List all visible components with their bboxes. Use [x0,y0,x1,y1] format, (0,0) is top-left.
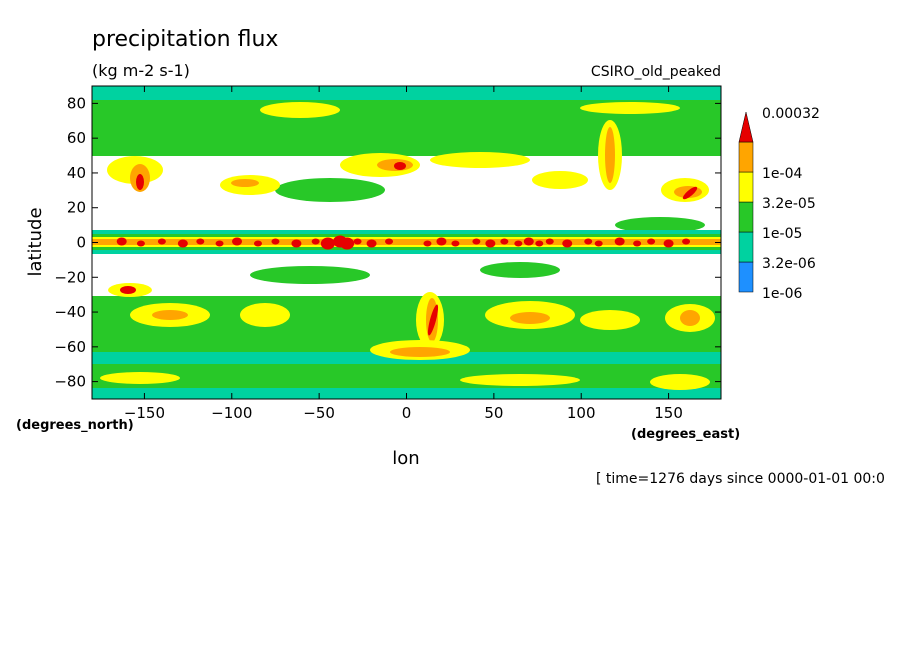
itcz-red-cells [116,235,691,250]
itcz-cell [500,238,509,245]
legend-swatch [738,171,754,203]
chart-title: precipitation flux [92,27,278,52]
dry-north-asia [530,190,670,220]
y-tick-label: 40 [67,164,86,182]
legend-swatch [738,201,754,233]
itcz-cell [157,238,166,245]
legend-swatch-top [738,111,754,143]
itcz-cell [647,238,656,245]
itcz-cell [436,237,447,246]
itcz-cell [253,240,262,247]
x-tick-label: 100 [567,404,596,422]
x-tick-label: 150 [654,404,683,422]
y-axis-label: latitude [25,207,46,276]
dry-south-pacific [110,257,290,293]
dry-north-atlantic-africa [345,179,515,211]
legend-label: 1e-04 [762,166,802,182]
itcz-cell [562,239,573,248]
legend-label: 3.2e-06 [762,256,816,272]
legend-swatch [738,261,754,293]
band-antarctic-green [92,364,721,388]
legend-label: 1e-05 [762,226,802,242]
itcz-cell [514,240,523,247]
itcz-cell [614,237,625,246]
itcz-cell [232,237,243,246]
itcz-cell [177,239,188,248]
itcz-cell [385,238,394,245]
itcz-cell [116,237,127,246]
x-axis-label: lon [392,448,419,469]
y-tick-label: −80 [54,373,86,391]
legend-swatch [738,141,754,173]
itcz-cell [545,238,554,245]
y-tick-label: −20 [54,268,86,286]
itcz-cell [291,239,302,248]
x-tick-label: −100 [211,404,252,422]
itcz-cell [196,238,205,245]
y-tick-label: 80 [67,94,86,112]
y-tick-label: 0 [76,234,86,252]
itcz-cell [136,240,145,247]
itcz-cell [523,237,534,246]
dry-south-atlantic [360,262,500,294]
itcz-cell [311,238,320,245]
itcz-cell [451,240,460,247]
x-tick-label: −50 [303,404,335,422]
itcz-cell [472,238,481,245]
model-label: CSIRO_old_peaked [591,64,721,80]
itcz-cell [633,240,642,247]
dry-north-pacific [92,191,188,219]
legend-label: 1e-06 [762,286,802,302]
itcz-cell [320,237,335,250]
color-legend: 1e-06 3.2e-06 1e-05 3.2e-05 1e-04 0.00032 [738,106,820,302]
y-tick-label: −40 [54,303,86,321]
dry-south-indian [540,260,660,290]
chart-subtitle: (kg m-2 s-1) [92,61,190,80]
itcz-cell [682,238,691,245]
itcz-cell [594,240,603,247]
legend-label: 3.2e-05 [762,196,816,212]
x-axis-units: (degrees_east) [631,427,740,442]
itcz-cell [535,240,544,247]
y-tick-label: −60 [54,338,86,356]
itcz-cell [584,238,593,245]
time-note: [ time=1276 days since 0000-01-01 00:0 [596,471,885,487]
itcz-cell [340,237,355,250]
y-tick-label: 60 [67,129,86,147]
itcz-orange [92,239,721,245]
y-tick-label: 20 [67,199,86,217]
itcz-cell [663,239,674,248]
x-tick-label: 0 [402,404,412,422]
legend-swatch [738,231,754,263]
itcz-cell [366,239,377,248]
x-tick-label: 50 [484,404,503,422]
itcz-cell [215,240,224,247]
y-axis: 80 60 40 20 0 −20 −40 −60 −80 [54,94,721,391]
legend-label: 0.00032 [762,106,820,122]
itcz-cell [271,238,280,245]
x-tick-label: −150 [124,404,165,422]
x-axis: −150 −100 −50 0 50 100 150 [124,86,683,422]
y-axis-units: (degrees_north) [16,418,134,433]
itcz-cell [485,239,496,248]
itcz-cell [353,238,362,245]
itcz-cell [423,240,432,247]
